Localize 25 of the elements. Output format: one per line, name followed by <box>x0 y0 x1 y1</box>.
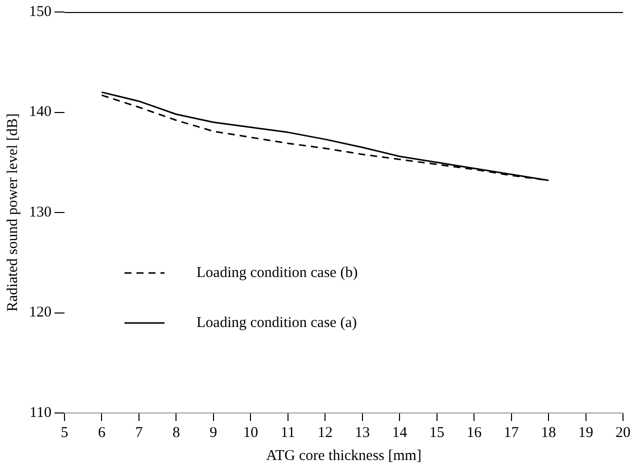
x-tick-label: 18 <box>541 424 556 441</box>
x-axis-title: ATG core thickness [mm] <box>266 448 422 464</box>
x-tick-label: 20 <box>616 424 630 441</box>
x-tick-label: 13 <box>354 424 370 441</box>
y-tick-label: 120 <box>29 304 52 321</box>
y-tick-label: 150 <box>29 4 52 20</box>
x-tick-label: 11 <box>280 424 296 441</box>
y-axis-title: Radiated sound power level [dB] <box>4 113 21 312</box>
x-tick-label: 6 <box>98 424 106 441</box>
x-tick-label: 14 <box>392 424 408 441</box>
y-tick-label: 110 <box>30 404 52 421</box>
y-tick-label: 140 <box>29 104 52 120</box>
y-tick-label: 130 <box>29 204 52 220</box>
x-tick-label: 7 <box>135 424 144 441</box>
x-tick-label: 9 <box>210 424 218 441</box>
x-tick-label: 8 <box>172 424 180 441</box>
legend-label: Loading condition case (b) <box>196 264 358 281</box>
x-tick-label: 10 <box>243 424 258 441</box>
x-tick-label: 15 <box>429 424 444 441</box>
legend-label: Loading condition case (a) <box>196 314 357 331</box>
x-tick-label: 5 <box>60 424 68 441</box>
x-tick-label: 12 <box>318 424 333 441</box>
x-tick-label: 17 <box>504 424 520 441</box>
x-tick-label: 16 <box>466 424 482 441</box>
x-tick-label: 19 <box>578 424 594 441</box>
